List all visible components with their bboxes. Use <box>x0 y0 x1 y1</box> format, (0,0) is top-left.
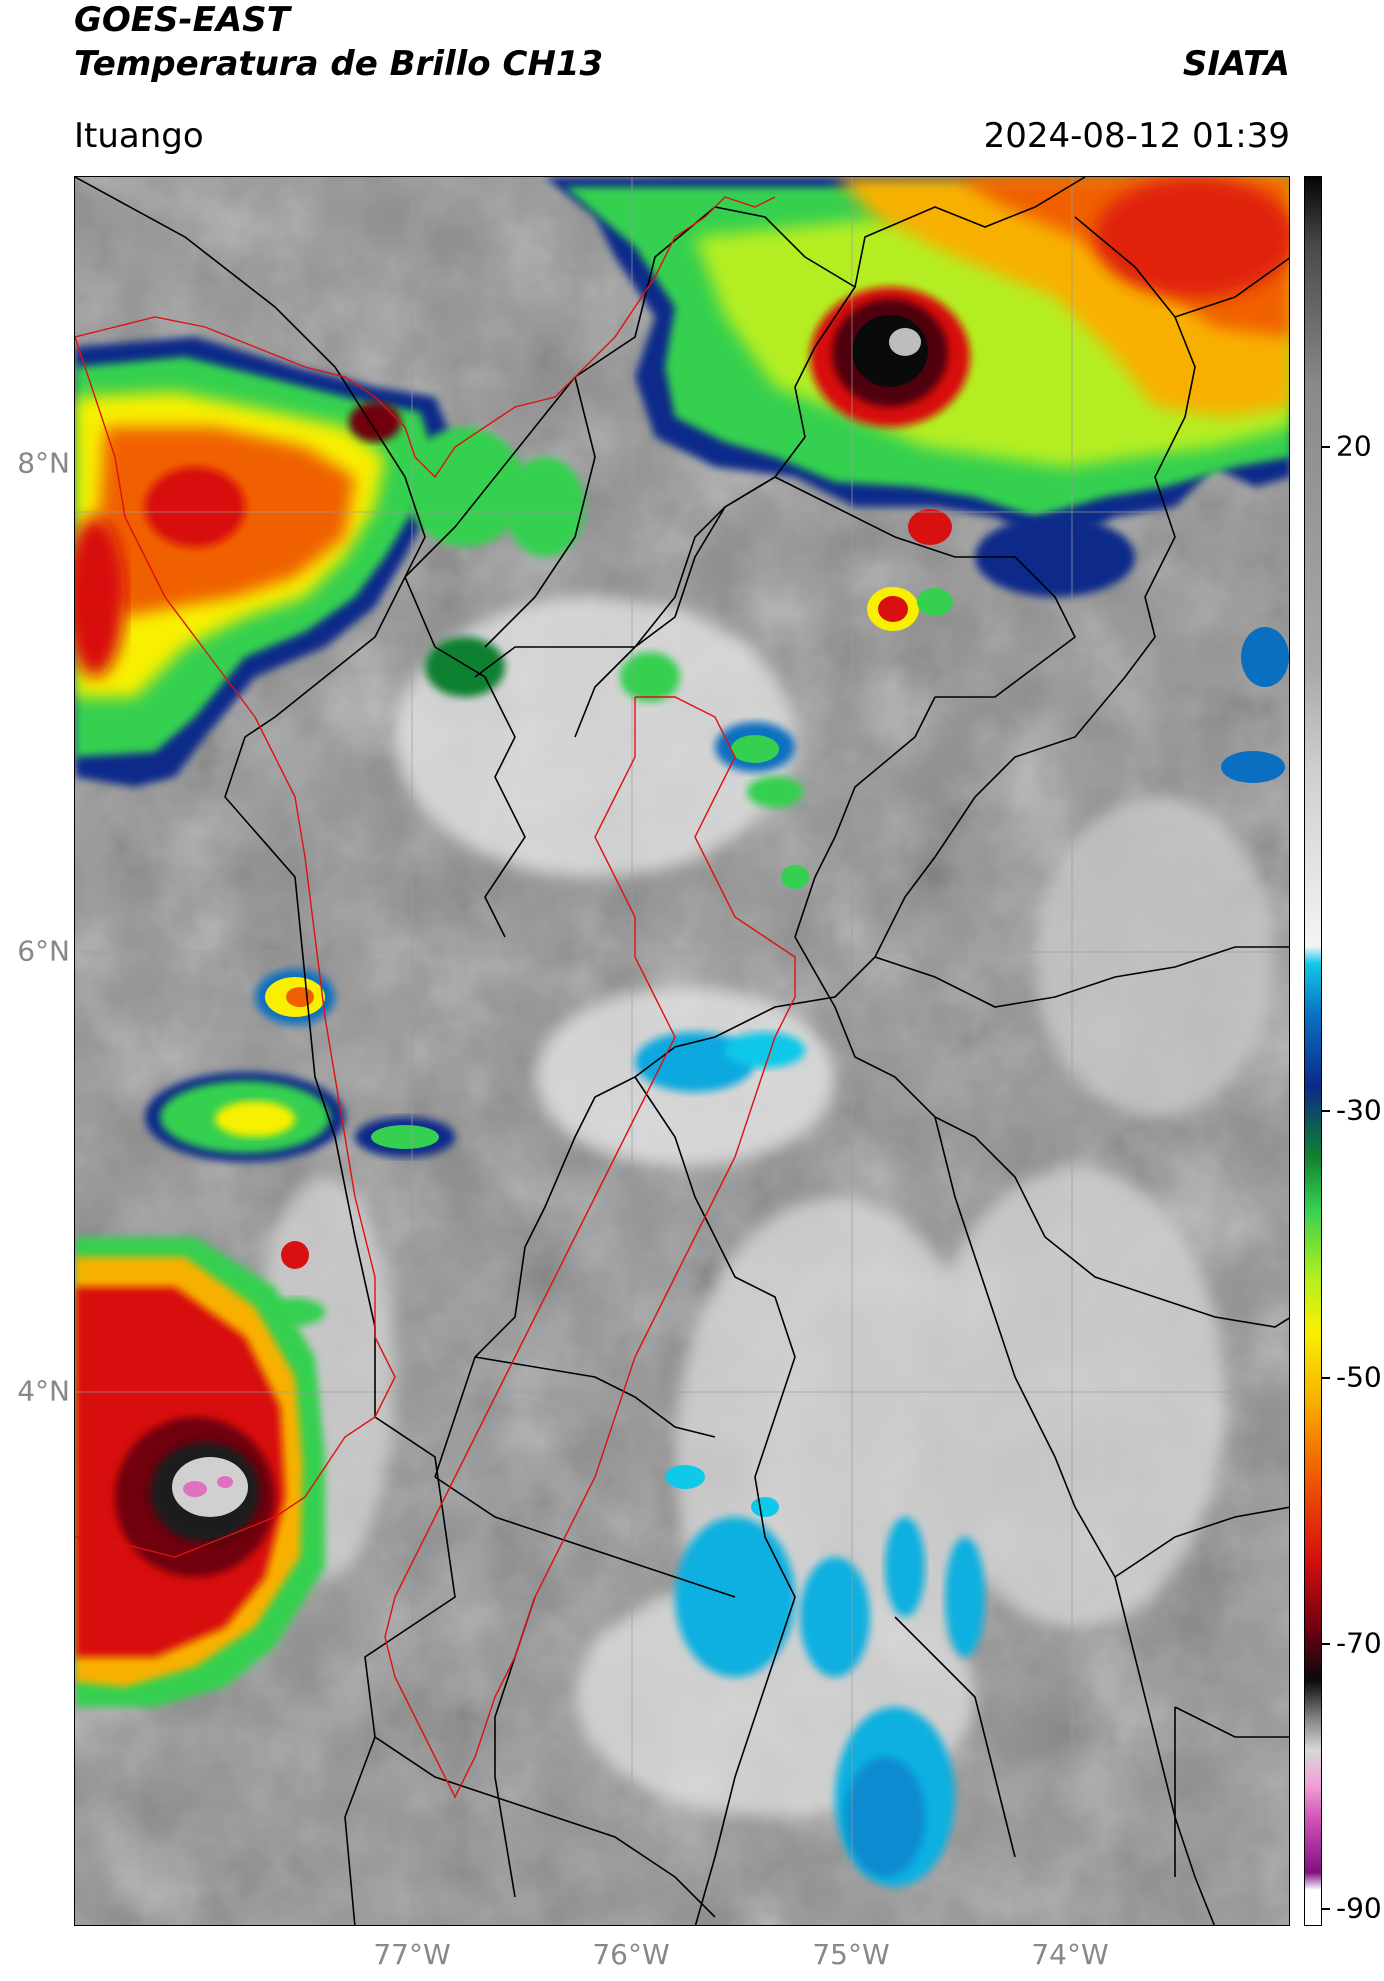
organization-label: SIATA <box>1182 44 1290 84</box>
colorbar-label: 20 <box>1336 429 1372 463</box>
country-borders <box>75 177 1289 1925</box>
colorbar-tick <box>1322 446 1330 448</box>
storm-north-west <box>75 337 809 889</box>
timestamp-label: 2024-08-12 01:39 <box>983 116 1290 156</box>
title-line-2: Temperatura de Brillo CH13 <box>74 44 604 84</box>
lon-label-76w: 76°W <box>592 1938 670 1971</box>
colorbar-label: -90 <box>1336 1891 1382 1925</box>
region-label: Ituango <box>74 116 204 156</box>
graticule <box>75 177 1289 1925</box>
title-line-1: GOES-EAST <box>74 0 290 40</box>
storm-south-west <box>75 1237 325 1707</box>
colorbar-tick <box>1322 1377 1330 1379</box>
colorbar-tick <box>1322 1643 1330 1645</box>
colorbar-label: -50 <box>1336 1360 1382 1394</box>
lat-label-6n: 6°N <box>17 934 70 968</box>
lon-label-74w: 74°W <box>1031 1938 1109 1971</box>
lon-label-77w: 77°W <box>373 1938 451 1971</box>
colorbar-label: -30 <box>1336 1093 1382 1127</box>
storm-pacific-middle <box>145 969 455 1326</box>
lon-label-75w: 75°W <box>812 1938 890 1971</box>
satellite-map[interactable] <box>74 176 1290 1926</box>
colorbar-tick <box>1322 1908 1330 1910</box>
temperature-colorbar <box>1304 176 1322 1926</box>
lat-label-8n: 8°N <box>17 446 70 480</box>
light-cloud-bands <box>255 597 1275 1817</box>
colorbar-tick <box>1322 1110 1330 1112</box>
lat-label-4n: 4°N <box>17 1374 70 1408</box>
storm-north-east <box>545 177 1289 783</box>
map-canvas <box>75 177 1289 1925</box>
colorbar-label: -70 <box>1336 1626 1382 1660</box>
coastline-and-basin <box>75 196 796 1799</box>
